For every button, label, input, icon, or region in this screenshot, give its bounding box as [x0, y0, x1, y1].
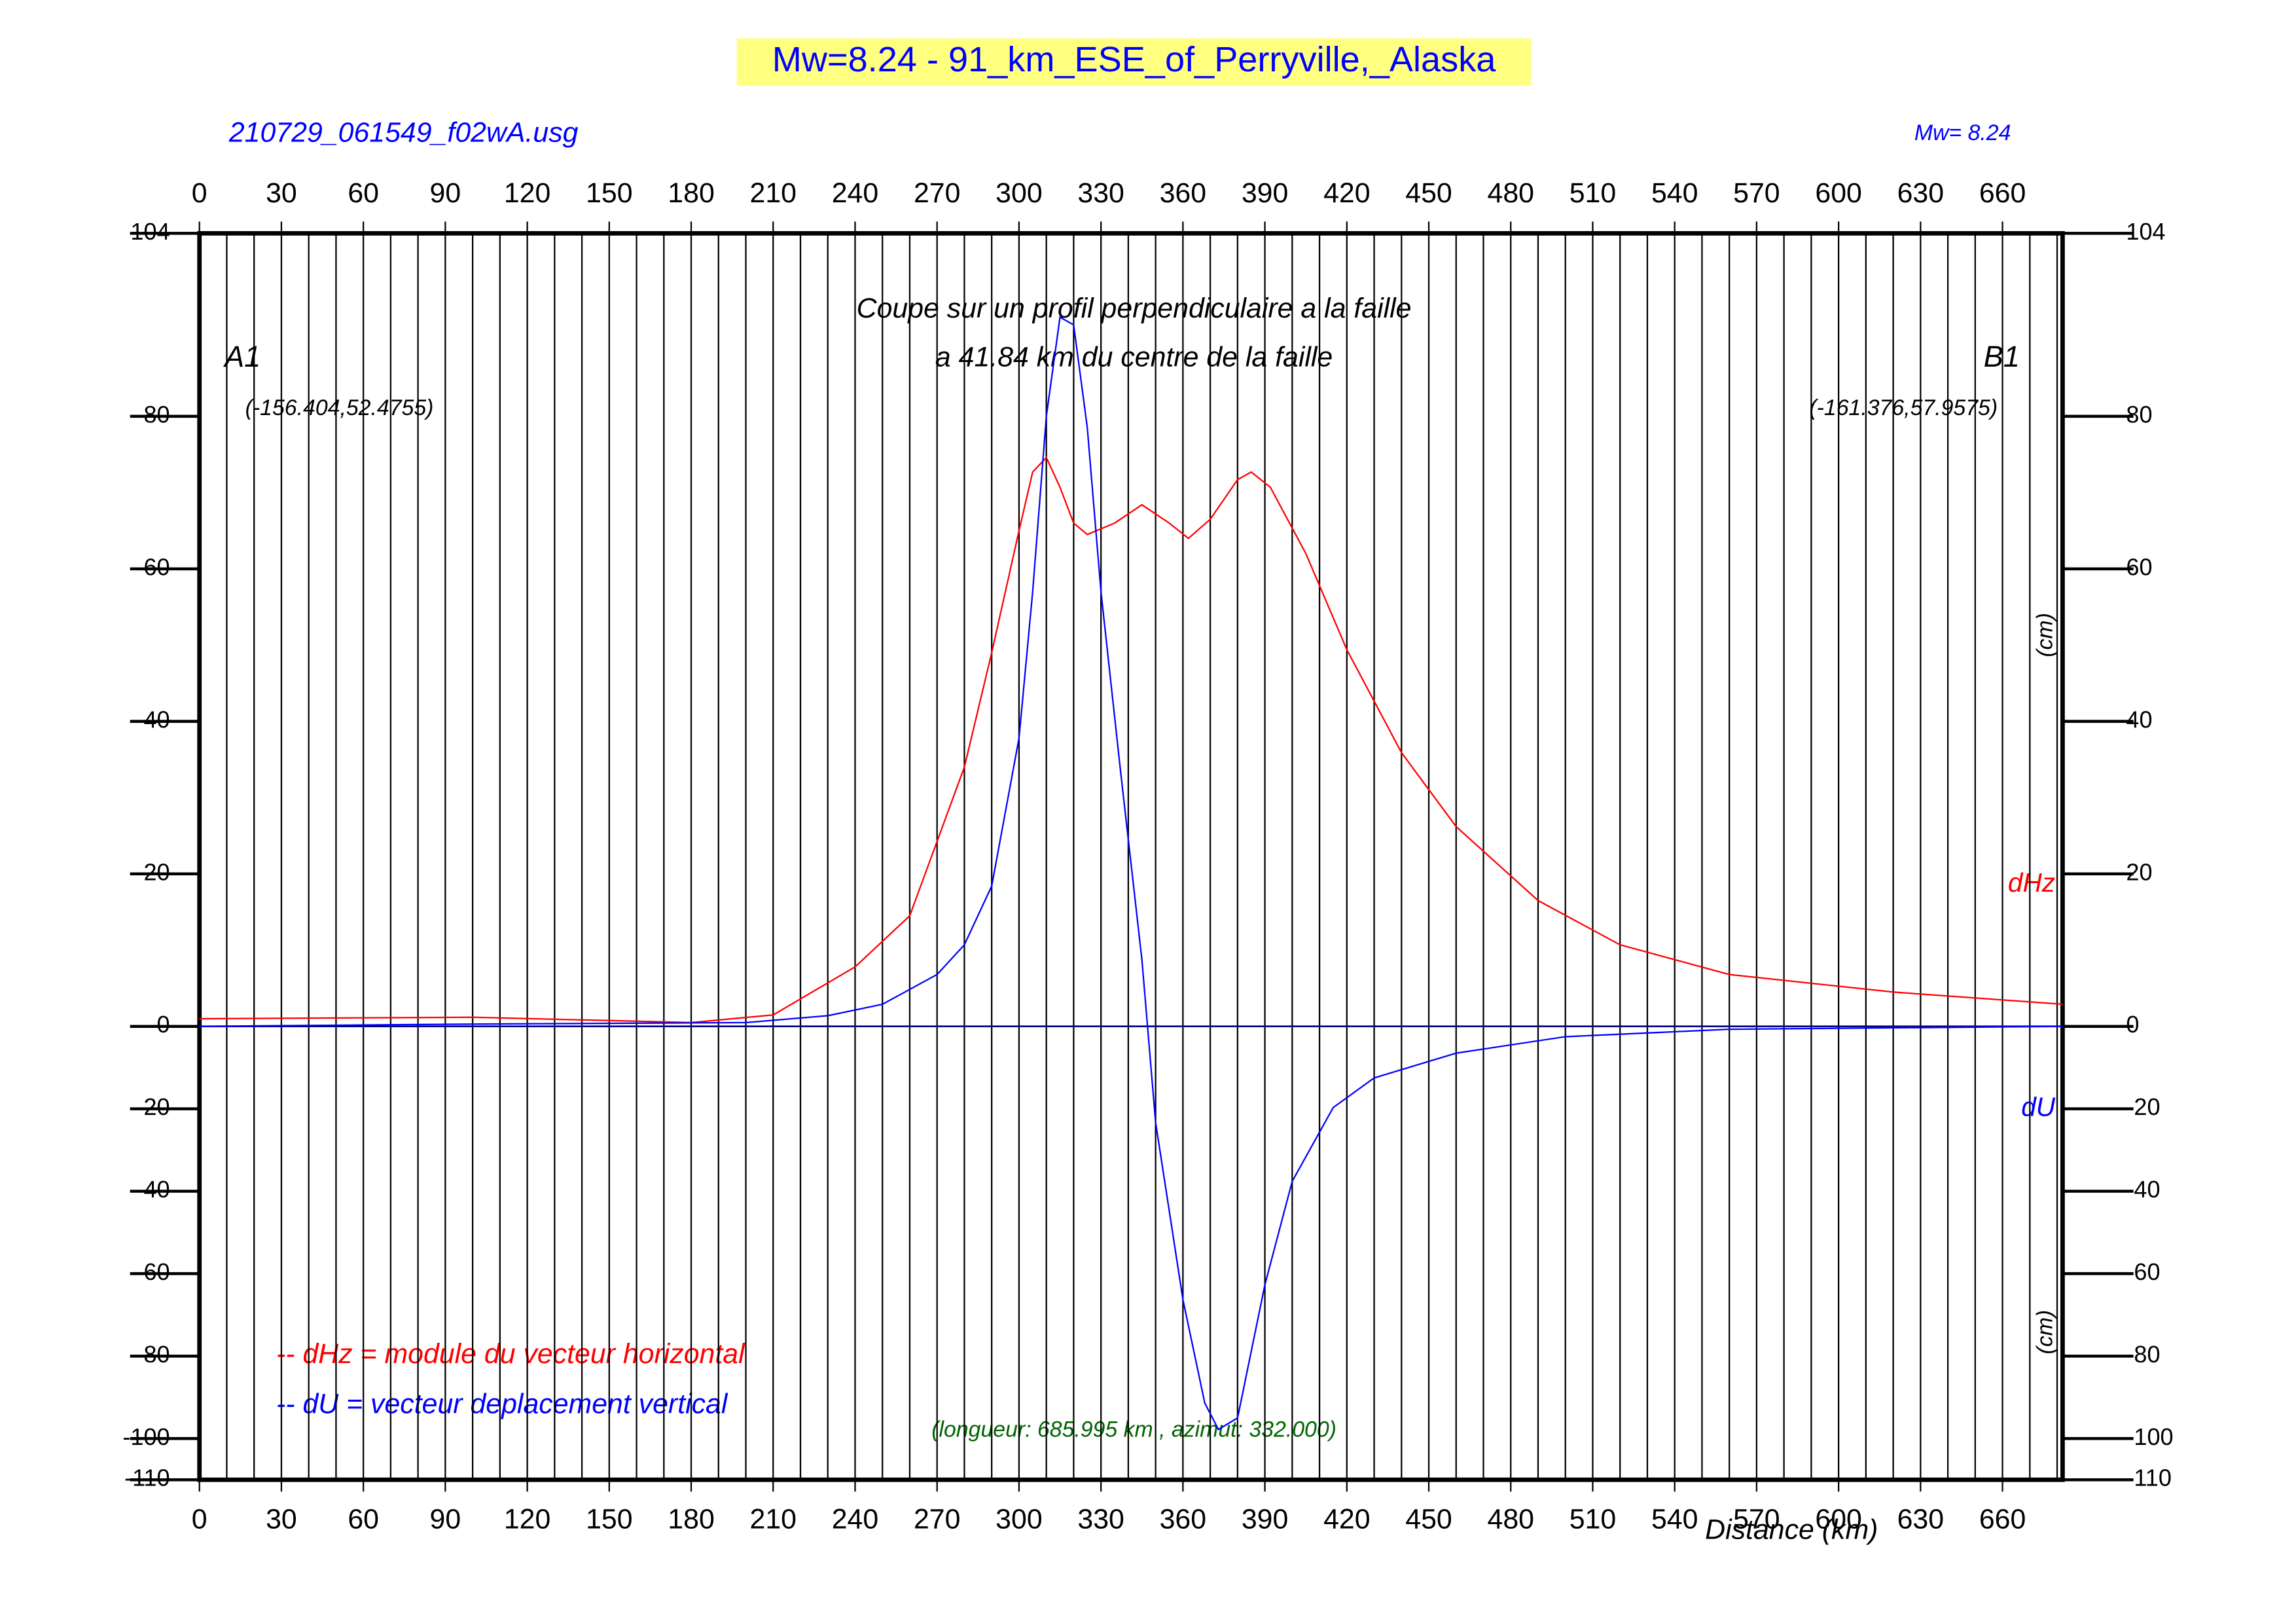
y-tick-label: -20 — [135, 1093, 170, 1120]
x-tick-label: 600 — [1815, 177, 1861, 209]
x-tick-label: 390 — [1242, 1504, 1288, 1535]
y-tick-label: 80 — [2126, 401, 2152, 428]
x-tick-label: 450 — [1405, 177, 1452, 209]
legend-text: -- dU = vecteur deplacement vertical — [276, 1389, 728, 1420]
chart-title: Mw=8.24 - 91_km_ESE_of_Perryville,_Alask… — [772, 40, 1496, 79]
x-tick-label: 480 — [1488, 1504, 1534, 1535]
y-tick-label: -100 — [122, 1423, 170, 1450]
y-tick-label: 60 — [2126, 553, 2152, 580]
x-tick-label: 60 — [348, 1504, 379, 1535]
x-tick-label: 90 — [430, 1504, 461, 1535]
x-tick-label: 570 — [1733, 177, 1780, 209]
series-line — [199, 456, 2063, 1024]
y-tick-label: 60 — [143, 553, 170, 580]
magnitude-label: Mw= 8.24 — [1914, 120, 2011, 145]
annotation: (-156.404,52.4755) — [245, 395, 434, 420]
x-tick-label: 630 — [1897, 177, 1944, 209]
x-tick-label: 540 — [1651, 1504, 1698, 1535]
x-tick-label: 300 — [996, 177, 1042, 209]
y-tick-label: 80 — [143, 401, 170, 428]
x-tick-label: 240 — [832, 177, 878, 209]
legend-text: -- dHz = module du vecteur horizontal — [276, 1338, 745, 1370]
y-tick-label: -60 — [135, 1258, 170, 1285]
series-label: dHz — [2008, 867, 2055, 898]
y-tick-label: -40 — [135, 1176, 170, 1203]
annotation: B1 — [1984, 340, 2020, 373]
x-tick-label: 30 — [266, 1504, 297, 1535]
x-tick-label: 390 — [1242, 177, 1288, 209]
x-tick-label: 330 — [1077, 1504, 1124, 1535]
y-tick-label: -80 — [2126, 1341, 2160, 1368]
x-tick-label: 30 — [266, 177, 297, 209]
x-tick-label: 510 — [1570, 1504, 1616, 1535]
annotation: A1 — [223, 340, 260, 373]
y-tick-label: 40 — [2126, 706, 2152, 733]
annotation: (longueur: 685.995 km , azimut: 332.000) — [931, 1417, 1336, 1442]
y-axis-unit: (cm) — [2033, 1310, 2058, 1355]
y-tick-label: -110 — [124, 1465, 170, 1491]
series-line — [199, 316, 2063, 1431]
x-tick-label: 0 — [192, 1504, 207, 1535]
x-tick-label: 180 — [668, 1504, 714, 1535]
y-tick-label: 20 — [143, 858, 170, 885]
y-tick-label: -110 — [2126, 1465, 2172, 1491]
y-tick-label: -20 — [2126, 1093, 2160, 1120]
y-tick-label: -100 — [2126, 1423, 2173, 1450]
y-tick-label: 104 — [130, 218, 170, 245]
x-tick-label: 270 — [914, 1504, 960, 1535]
x-axis-label: Distance (km) — [1705, 1514, 1878, 1545]
x-tick-label: 180 — [668, 177, 714, 209]
y-axis-unit: (cm) — [2033, 613, 2058, 657]
x-tick-label: 450 — [1405, 1504, 1452, 1535]
x-tick-label: 510 — [1570, 177, 1616, 209]
x-tick-label: 480 — [1488, 177, 1534, 209]
plot-frame — [197, 231, 2065, 1482]
y-tick-label: -60 — [2126, 1258, 2160, 1285]
x-tick-label: 600 — [1815, 1504, 1861, 1535]
x-tick-label: 330 — [1077, 177, 1124, 209]
x-tick-label: 150 — [586, 1504, 632, 1535]
annotation: a 41.84 km du centre de la faille — [935, 341, 1333, 373]
y-tick-label: -40 — [2126, 1176, 2160, 1203]
subtitle: 210729_061549_f02wA.usg — [228, 117, 579, 149]
x-tick-label: 210 — [750, 1504, 797, 1535]
y-tick-label: 0 — [2126, 1011, 2139, 1038]
x-tick-label: 120 — [504, 177, 550, 209]
y-tick-label: 40 — [143, 706, 170, 733]
x-tick-label: 570 — [1733, 1504, 1780, 1535]
x-tick-label: 270 — [914, 177, 960, 209]
series-label: dU — [2021, 1092, 2056, 1122]
x-tick-label: 420 — [1323, 177, 1370, 209]
x-tick-label: 540 — [1651, 177, 1698, 209]
y-tick-label: -80 — [135, 1341, 170, 1368]
title-box — [736, 38, 1532, 86]
x-tick-label: 630 — [1897, 1504, 1944, 1535]
x-tick-label: 660 — [1979, 1504, 2026, 1535]
y-tick-label: 104 — [2126, 218, 2165, 245]
y-tick-label: 20 — [2126, 858, 2152, 885]
annotation: Coupe sur un profil perpendiculaire a la… — [857, 293, 1412, 324]
x-tick-label: 360 — [1160, 1504, 1206, 1535]
x-tick-label: 60 — [348, 177, 379, 209]
x-tick-label: 240 — [832, 1504, 878, 1535]
x-tick-label: 420 — [1323, 1504, 1370, 1535]
x-tick-label: 300 — [996, 1504, 1042, 1535]
y-tick-label: 0 — [157, 1011, 170, 1038]
annotation: (-161.376,57.9575) — [1809, 395, 1998, 420]
x-tick-label: 210 — [750, 177, 797, 209]
x-tick-label: 660 — [1979, 177, 2026, 209]
x-tick-label: 360 — [1160, 177, 1206, 209]
x-tick-label: 90 — [430, 177, 461, 209]
x-tick-label: 0 — [192, 177, 207, 209]
x-tick-label: 150 — [586, 177, 632, 209]
x-tick-label: 120 — [504, 1504, 550, 1535]
